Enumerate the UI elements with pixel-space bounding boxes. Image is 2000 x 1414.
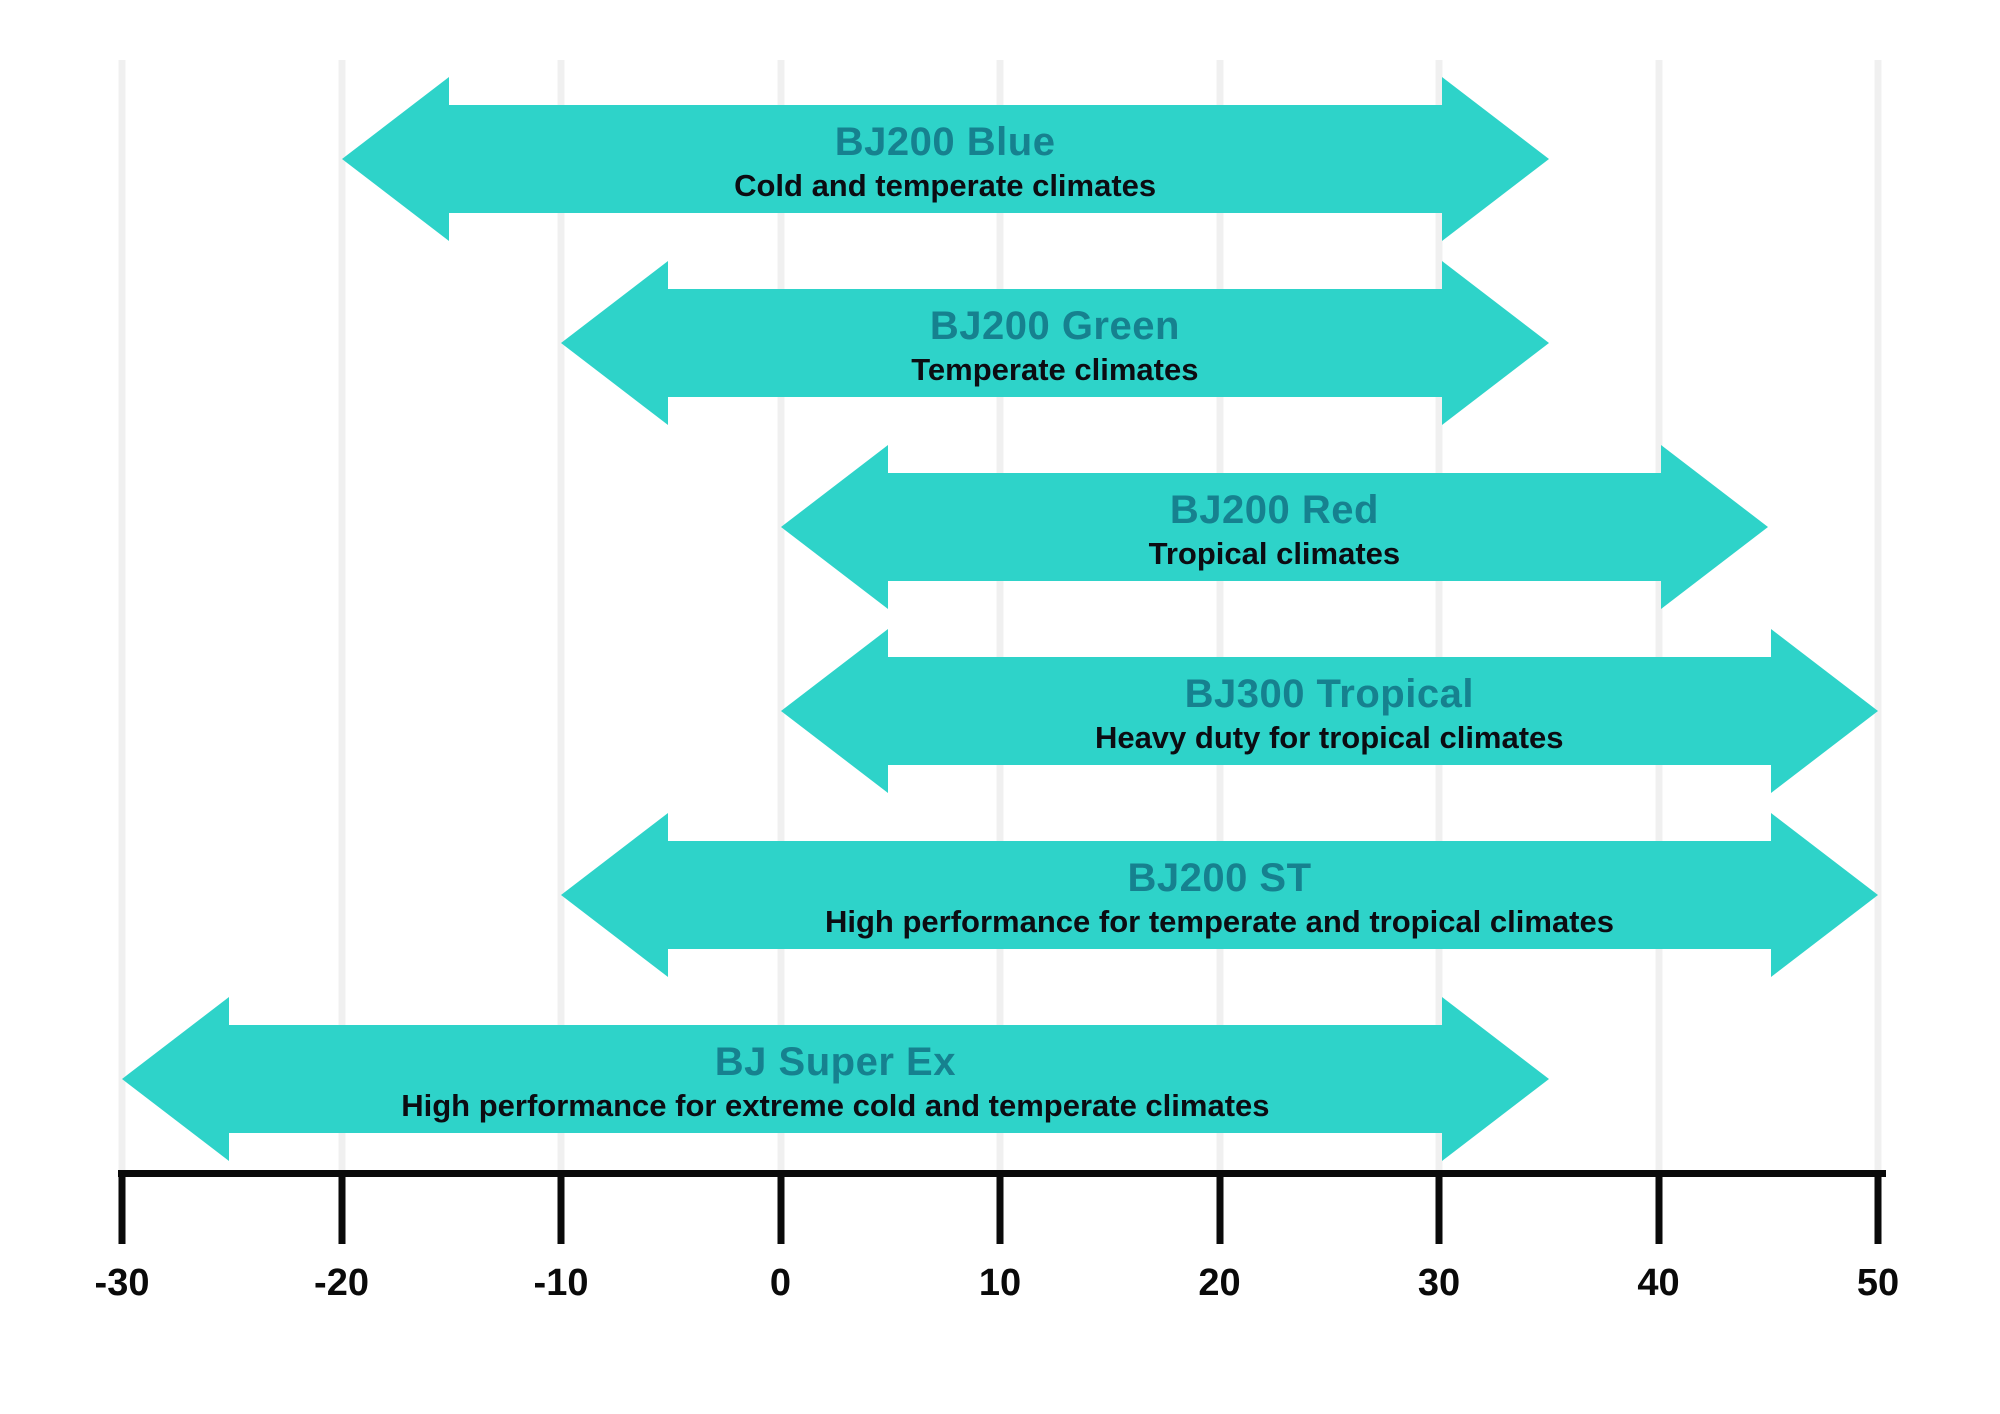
axis-tick-label: 0 <box>769 1262 792 1304</box>
arrow-right-head-icon <box>1661 445 1769 609</box>
gridline <box>996 60 1004 1170</box>
axis-tick <box>338 1172 345 1244</box>
arrow-right-head-icon <box>1441 261 1549 425</box>
range-arrow: BJ300 Tropical Heavy duty for tropical cl… <box>780 629 1879 793</box>
arrow-title: BJ200 Blue <box>834 120 1056 165</box>
arrow-label: BJ Super Ex High performance for extreme … <box>122 997 1549 1161</box>
arrow-left-head-icon <box>780 629 888 793</box>
arrow-shaft <box>444 105 1446 213</box>
arrow-shaft <box>883 473 1666 581</box>
range-arrow: BJ Super Ex High performance for extreme … <box>122 997 1549 1161</box>
axis-tick-label: -10 <box>533 1262 589 1304</box>
axis-tick-label: 30 <box>1417 1262 1461 1304</box>
range-arrow: BJ200 Red Tropical climates <box>780 445 1769 609</box>
axis-tick-label: 50 <box>1856 1262 1900 1304</box>
x-axis: -30 -20 -10 0 10 20 30 40 50 <box>95 0 1899 1414</box>
arrow-label: BJ200 Blue Cold and temperate climates <box>342 77 1549 241</box>
gridline <box>1435 60 1443 1170</box>
arrow-title: BJ Super Ex <box>714 1040 956 1085</box>
arrow-shaft <box>664 841 1775 949</box>
axis-tick <box>118 1172 126 1244</box>
arrow-shaft <box>883 657 1775 765</box>
axis-tick <box>1216 1172 1223 1244</box>
arrow-left-head-icon <box>122 997 229 1161</box>
arrow-subtitle: High performance for extreme cold and te… <box>401 1088 1270 1124</box>
gridline <box>1216 60 1223 1170</box>
arrow-label: BJ300 Tropical Heavy duty for tropical cl… <box>781 629 1879 793</box>
gridline <box>118 60 126 1170</box>
arrow-subtitle: High performance for temperate and tropi… <box>825 904 1614 940</box>
arrow-subtitle: Cold and temperate climates <box>734 168 1157 204</box>
gridline <box>777 60 784 1170</box>
arrow-title: BJ300 Tropical <box>1184 672 1474 717</box>
arrow-right-head-icon <box>1771 813 1878 977</box>
gridline <box>1874 60 1882 1170</box>
axis-tick <box>1874 1172 1882 1244</box>
arrow-left-head-icon <box>561 813 668 977</box>
arrow-shaft <box>225 1025 1446 1133</box>
arrow-left-head-icon <box>561 261 668 425</box>
axis-tick-label: -30 <box>94 1262 150 1304</box>
arrow-title: BJ200 ST <box>1127 856 1312 901</box>
plot-area: BJ200 Blue Cold and temperate climates BJ2… <box>118 60 1882 1170</box>
arrow-label: BJ200 Green Temperate climates <box>561 261 1549 425</box>
axis-tick-label: 40 <box>1637 1262 1680 1304</box>
gridline <box>1655 60 1662 1170</box>
axis-tick-label: -20 <box>314 1262 369 1304</box>
axis-tick <box>1655 1172 1662 1244</box>
arrow-left-head-icon <box>341 77 449 241</box>
gridline <box>557 60 565 1170</box>
range-arrow: BJ200 Green Temperate climates <box>561 261 1549 425</box>
arrow-label: BJ200 Red Tropical climates <box>781 445 1769 609</box>
arrow-title: BJ200 Red <box>1169 488 1379 533</box>
arrow-subtitle: Tropical climates <box>1148 536 1401 572</box>
axis-tick-label: 10 <box>978 1262 1022 1304</box>
range-arrow: BJ200 Blue Cold and temperate climates <box>341 77 1549 241</box>
arrow-right-head-icon <box>1441 77 1549 241</box>
arrow-right-head-icon <box>1771 629 1878 793</box>
axis-tick <box>777 1172 784 1244</box>
arrow-title: BJ200 Green <box>929 304 1180 349</box>
axis-tick <box>1435 1172 1443 1244</box>
arrow-right-head-icon <box>1441 997 1549 1161</box>
arrow-label: BJ200 ST High performance for temperate a… <box>561 813 1878 977</box>
axis-tick <box>996 1172 1004 1244</box>
arrow-shaft <box>664 289 1446 397</box>
axis-tick <box>557 1172 565 1244</box>
arrow-left-head-icon <box>780 445 888 609</box>
gridline <box>338 60 345 1170</box>
arrow-subtitle: Temperate climates <box>911 352 1199 388</box>
arrow-subtitle: Heavy duty for tropical climates <box>1094 720 1564 756</box>
axis-tick-label: 20 <box>1198 1262 1241 1304</box>
range-arrow: BJ200 ST High performance for temperate a… <box>561 813 1878 977</box>
